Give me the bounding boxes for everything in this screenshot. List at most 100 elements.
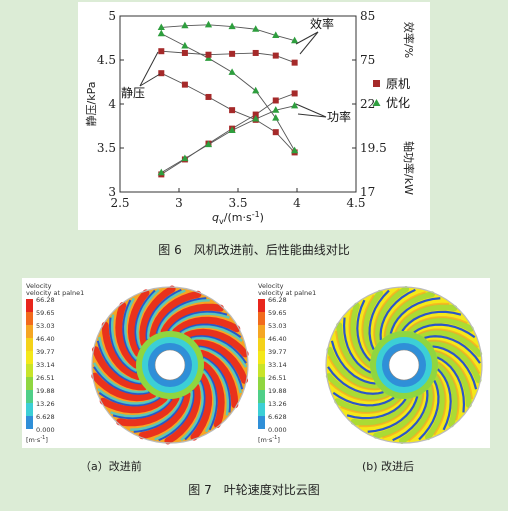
colorbar-value: 39.77	[268, 348, 287, 356]
high-velocity-band	[92, 346, 148, 391]
colorbar-segment	[26, 416, 33, 429]
data-point-triangle	[181, 154, 189, 162]
colorbar-value: 33.14	[268, 361, 287, 369]
colorbar-value: 39.77	[36, 348, 55, 356]
data-point-triangle	[228, 68, 236, 75]
low-velocity-band	[157, 298, 210, 334]
leading-edge-band	[434, 349, 474, 400]
blade	[145, 288, 182, 341]
blade	[424, 335, 481, 364]
legend-marker-square	[373, 80, 380, 87]
leading-edge-band	[433, 373, 447, 436]
low-velocity-band	[92, 362, 149, 394]
leading-edge-band	[358, 397, 414, 428]
high-velocity-band	[139, 285, 176, 347]
x-tick-label: 4	[293, 196, 301, 210]
low-velocity-band	[202, 370, 217, 433]
mid-velocity-band	[395, 304, 458, 335]
leading-edge-band	[406, 316, 468, 332]
mid-velocity-band	[418, 329, 483, 357]
data-point-square	[252, 49, 259, 56]
colorbar-segment	[258, 351, 265, 364]
annotation-pressure: 静压	[121, 86, 145, 100]
high-velocity-band	[198, 349, 239, 409]
annotation-pointer	[299, 31, 319, 55]
annotation-pointer	[295, 31, 319, 45]
colorbar-value: 59.65	[268, 309, 287, 317]
low-velocity-band	[154, 391, 194, 441]
panel-b-label: (b) 改进后	[362, 460, 415, 473]
blade	[112, 398, 173, 420]
leading-edge-band	[334, 330, 374, 381]
low-velocity-band	[110, 314, 138, 372]
y-tick-label-left: 4	[108, 97, 116, 111]
colorbar-value: 13.26	[268, 400, 287, 408]
colorbar-segment	[26, 377, 33, 390]
high-velocity-band	[149, 290, 202, 340]
legend-label-optimized: 优化	[386, 96, 410, 110]
colorbar-segment	[26, 364, 33, 377]
y-tick-label-right: 85	[360, 9, 375, 23]
blade	[98, 391, 161, 407]
leading-edge-band	[382, 392, 425, 439]
blade	[108, 317, 138, 374]
leading-edge-band	[427, 339, 481, 375]
leading-edge-band	[417, 328, 479, 349]
high-velocity-band	[190, 373, 213, 441]
blade	[134, 289, 156, 351]
mid-velocity-band	[398, 383, 435, 444]
high-velocity-band	[127, 289, 150, 357]
performance-chart: 2.5 3 3.5 4 4.533.544.551719.5227585qv/(m·s-…	[78, 2, 430, 230]
data-point-square	[181, 81, 188, 88]
data-point-square	[291, 59, 298, 66]
colorbar-value: 46.40	[36, 335, 55, 343]
y-tick-label-right: 19.5	[360, 141, 387, 155]
leading-edge-band	[437, 361, 460, 421]
mid-velocity-band	[406, 317, 474, 335]
high-velocity-band	[183, 328, 249, 358]
hub-ring	[155, 350, 185, 380]
contour-legend-title: Velocity	[26, 282, 52, 290]
y-axis-label-right-bottom: 轴功率/kW	[402, 141, 416, 195]
y-tick-label-left: 3	[108, 185, 116, 199]
leading-edge-band	[348, 309, 371, 369]
hub-ring	[389, 350, 419, 380]
colorbar-value: 53.03	[268, 322, 287, 330]
x-tick-label: 2.5	[110, 196, 129, 210]
blade	[413, 323, 476, 339]
colorbar-value: 19.88	[36, 387, 55, 395]
blade	[379, 288, 416, 341]
leading-edge-band	[329, 381, 391, 402]
high-velocity-band	[200, 361, 225, 428]
mid-velocity-band	[432, 350, 472, 408]
annotation-pointer	[295, 103, 327, 118]
blade	[184, 379, 206, 441]
y-axis-label-left: 静压/kPa	[84, 82, 98, 127]
colorbar-value: 66.28	[36, 296, 55, 304]
data-point-triangle	[228, 126, 236, 133]
data-point-triangle	[272, 31, 280, 38]
blade	[133, 395, 185, 433]
colorbar-segment	[258, 390, 265, 403]
mid-velocity-band	[384, 291, 435, 339]
leading-edge-band	[327, 355, 381, 391]
low-velocity-band	[202, 358, 230, 416]
colorbar-value: 0.000	[36, 426, 55, 434]
impeller-rim	[325, 286, 483, 444]
data-point-triangle	[204, 140, 213, 148]
high-velocity-band	[91, 372, 157, 402]
contour-legend-subtitle: velocity at palne1	[26, 289, 84, 297]
colorbar-value: 26.51	[268, 374, 287, 382]
x-tick-label: 4.5	[346, 196, 365, 210]
colorbar-value: 59.65	[36, 309, 55, 317]
high-velocity-band	[138, 390, 191, 440]
colorbar-value: 33.14	[36, 361, 55, 369]
blade	[179, 323, 242, 339]
colorbar-segment	[26, 403, 33, 416]
colorbar-value: 6.628	[268, 413, 287, 421]
impeller-rim	[91, 286, 249, 444]
contour-legend-title: Velocity	[258, 282, 284, 290]
x-axis-label: qv/(m·s-1)	[212, 210, 264, 226]
colorbar-value: 66.28	[268, 296, 287, 304]
